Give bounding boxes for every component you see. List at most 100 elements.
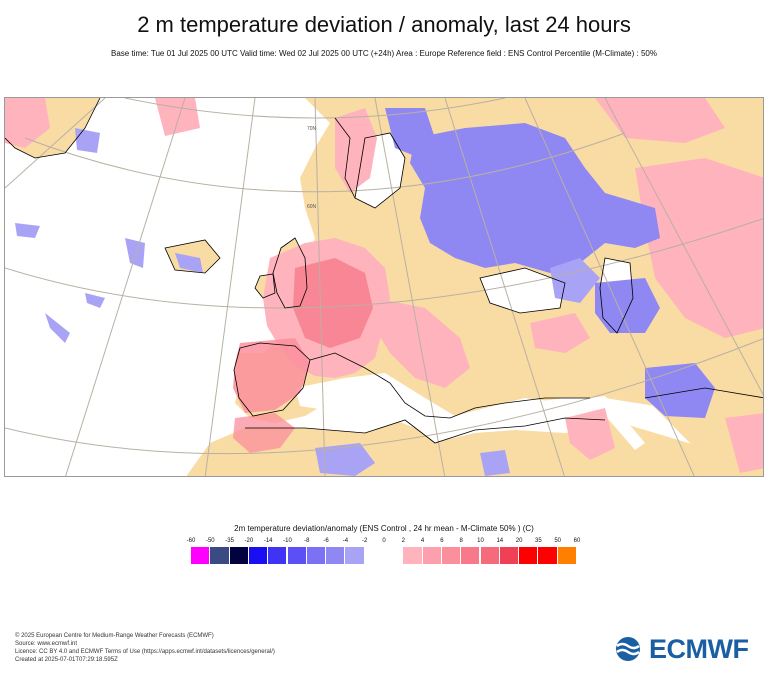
cold-atlantic-3 xyxy=(85,293,105,308)
legend-swatch xyxy=(499,547,519,564)
legend-tick-label: 6 xyxy=(440,538,444,544)
legend-swatch xyxy=(364,547,383,564)
coast-greenland xyxy=(5,98,101,159)
legend-swatch xyxy=(326,547,345,564)
parallel-70n xyxy=(124,98,506,119)
footer-credits: © 2025 European Centre for Medium-Range … xyxy=(15,632,275,664)
mediterranean-sea xyxy=(295,373,605,440)
parallel-50n xyxy=(5,218,763,309)
cold-atlantic-4 xyxy=(45,313,70,343)
coast-africa-north xyxy=(245,417,606,444)
warm-russia-east xyxy=(635,158,763,338)
warm-france-core xyxy=(293,258,373,348)
color-legend: -60 -50 -35 -20 -14 -10 -8 -6 -4 -2 0 2 4 6 8 10 14 20 35 5… xyxy=(187,538,580,568)
lat-label-70n: 70N xyxy=(307,126,317,132)
ecmwf-logo[interactable]: ECMWF xyxy=(611,634,761,664)
warm-italy-balkans xyxy=(375,298,470,388)
warm-iberia xyxy=(233,338,310,413)
legend-tick-label: -60 xyxy=(186,538,196,544)
cold-eastern-europe xyxy=(410,123,660,273)
legend-swatch xyxy=(557,547,576,564)
graticule xyxy=(5,98,763,476)
legend-swatch xyxy=(422,547,441,564)
warm-siberia-north xyxy=(595,98,725,143)
coast-scandinavia xyxy=(334,117,356,199)
legend-tick-label: -35 xyxy=(225,538,234,544)
meridian-1 xyxy=(5,98,106,189)
coast-iceland xyxy=(164,239,221,274)
warm-turkey xyxy=(530,313,590,353)
legend-tick-label: 10 xyxy=(477,538,484,544)
coast-baltic xyxy=(354,132,406,209)
legend-swatch xyxy=(403,547,422,564)
cold-atlantic-1 xyxy=(125,238,145,268)
legend-tick-label: 4 xyxy=(420,538,425,544)
legend-swatch xyxy=(248,547,268,564)
legend-tick-label: -14 xyxy=(263,538,273,544)
footer-created: Created at 2025-07-01T07:29:18.595Z xyxy=(15,657,118,663)
legend-tick-label: -8 xyxy=(304,538,310,544)
parallel-60n xyxy=(24,132,626,193)
coast-black-sea xyxy=(479,267,566,314)
parallel-40n xyxy=(5,338,763,455)
legend-tick-label: 35 xyxy=(535,538,542,544)
legend-tick-label: -4 xyxy=(342,538,349,544)
legend-title: 2m temperature deviation/anomaly (ENS Co… xyxy=(234,524,534,533)
warm-greenland xyxy=(5,98,50,148)
legend-tick-label: -6 xyxy=(323,538,329,544)
legend-swatch xyxy=(441,547,461,564)
meridian-7 xyxy=(524,98,695,476)
cold-sahara xyxy=(315,443,375,476)
cold-anomalies xyxy=(15,108,715,476)
legend-swatch xyxy=(345,547,364,564)
ecmwf-logo-text: ECMWF xyxy=(649,633,749,664)
legend-swatch xyxy=(461,547,480,564)
warm-morocco xyxy=(233,413,295,453)
coastlines xyxy=(5,98,763,444)
meridian-6 xyxy=(444,98,565,476)
legend-tick-label: 0 xyxy=(382,538,386,544)
cold-greenland-sea xyxy=(75,128,100,153)
anomaly-map[interactable]: 70N 60N xyxy=(4,97,764,477)
footer-licence: Licence: CC BY 4.0 and ECMWF Terms of Us… xyxy=(15,649,275,655)
coast-britain xyxy=(272,237,308,309)
meridian-4 xyxy=(314,98,326,476)
legend-tick-label: 14 xyxy=(496,538,504,544)
legend-tick-label: 50 xyxy=(554,538,562,544)
meridian-8 xyxy=(604,98,763,396)
coast-iberia xyxy=(233,342,311,417)
cold-arctic-west xyxy=(15,223,40,238)
coast-arabia xyxy=(644,387,763,399)
legend-swatch xyxy=(519,547,538,564)
legend-swatch xyxy=(480,547,499,564)
warm-arabia xyxy=(725,413,763,473)
chart-title: 2 m temperature deviation / anomaly, las… xyxy=(137,12,631,37)
legend-swatch xyxy=(287,547,306,564)
meridian-3 xyxy=(204,98,256,476)
coast-med-north xyxy=(309,352,590,419)
legend-swatch xyxy=(306,547,326,564)
legend-tick-label: -20 xyxy=(244,538,254,544)
legend-swatch xyxy=(191,547,210,564)
legend-swatch xyxy=(268,547,287,564)
chart-subtitle: Base time: Tue 01 Jul 2025 00 UTC Valid … xyxy=(111,49,657,58)
legend-tick-label: 60 xyxy=(573,538,581,544)
legend-tick-label: 8 xyxy=(459,538,463,544)
legend-tick-label: -50 xyxy=(205,538,215,544)
legend-tick-label: -2 xyxy=(362,538,368,544)
warm-anomalies xyxy=(5,98,763,473)
footer-copyright: © 2025 European Centre for Medium-Range … xyxy=(15,633,214,639)
warm-egypt xyxy=(565,408,615,460)
warm-iceland-north xyxy=(155,98,200,136)
cold-libya xyxy=(480,450,510,476)
footer-source: Source: www.ecmwf.int xyxy=(15,641,78,647)
coast-ireland xyxy=(254,273,276,299)
cold-atlantic-2 xyxy=(175,253,203,273)
meridian-5 xyxy=(374,98,446,476)
lat-label-60n: 60N xyxy=(307,204,317,210)
legend-tick-label: 20 xyxy=(515,538,523,544)
legend-tick-label: 2 xyxy=(401,538,405,544)
meridian-2 xyxy=(65,98,186,476)
legend-swatch xyxy=(384,547,403,564)
ecmwf-logo-icon xyxy=(616,637,640,661)
